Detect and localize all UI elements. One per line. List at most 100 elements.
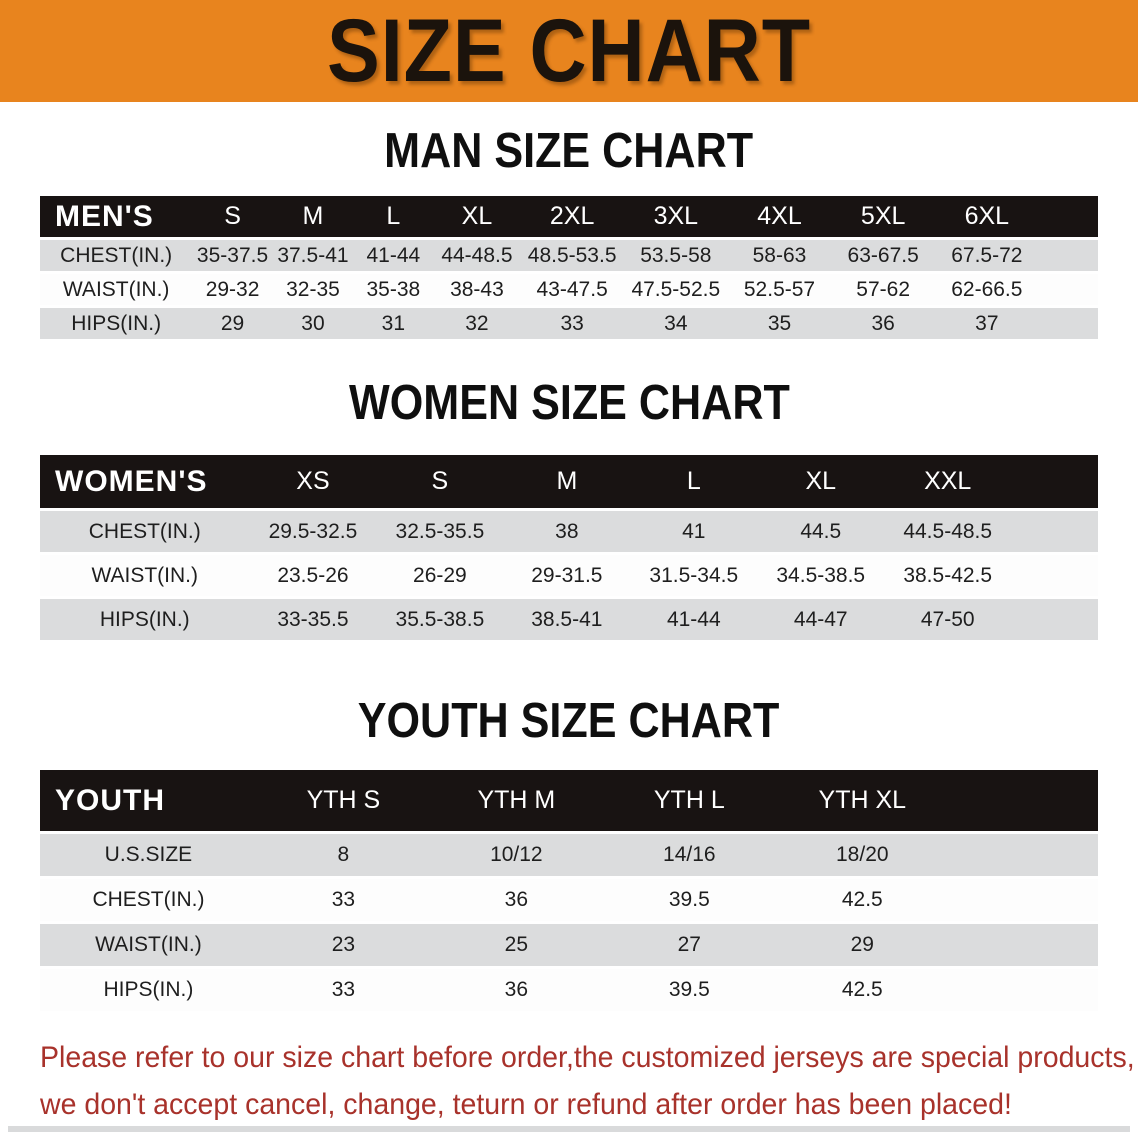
size-value-cell: 41 — [630, 509, 758, 555]
size-value-cell: 42.5 — [775, 967, 949, 1014]
size-value-cell: 35 — [727, 306, 832, 342]
size-column-header: 2XL — [520, 196, 624, 240]
table-row: HIPS(IN.) 33-35.5 35.5-38.5 38.5-41 41-44 44-… — [40, 597, 1098, 643]
measurement-row-label: WAIST(IN.) — [40, 922, 257, 969]
youth-size-table: YOUTH YTH S YTH M YTH L YTH XL U.S.SIZE 8 10/12… — [40, 770, 1098, 1014]
size-value-cell: 41-44 — [353, 238, 434, 274]
size-chart-banner: SIZE CHART — [0, 0, 1138, 102]
table-row: CHEST(IN.) 33 36 39.5 42.5 — [40, 877, 1098, 924]
size-column-header: S — [376, 455, 504, 511]
size-value-cell: 36 — [831, 306, 935, 342]
size-value-cell: 33 — [256, 967, 430, 1014]
size-value-cell: 23.5-26 — [249, 553, 377, 599]
spacer-cell — [1011, 597, 1098, 643]
size-value-cell: 38-43 — [433, 272, 521, 308]
header-row: YOUTH YTH S YTH M YTH L YTH XL — [40, 770, 1098, 834]
size-value-cell: 23 — [256, 922, 430, 969]
size-value-cell: 29.5-32.5 — [249, 509, 377, 555]
size-column-header: YTH L — [602, 770, 776, 834]
size-column-header: S — [192, 196, 273, 240]
women-size-table: WOMEN'S XS S M L XL XXL CHEST(IN.) 29.5-32.5 32.5… — [40, 455, 1098, 643]
size-value-cell: 25 — [429, 922, 603, 969]
table-row: WAIST(IN.) 29-32 32-35 35-38 38-43 43-47.5 47.… — [40, 272, 1098, 308]
size-value-cell: 58-63 — [727, 238, 832, 274]
size-value-cell: 63-67.5 — [831, 238, 935, 274]
size-value-cell: 43-47.5 — [520, 272, 624, 308]
table-row: HIPS(IN.) 29 30 31 32 33 34 35 36 37 — [40, 306, 1098, 342]
size-value-cell: 38.5-41 — [503, 597, 631, 643]
spacer-cell — [1038, 238, 1098, 274]
size-value-cell: 67.5-72 — [935, 238, 1039, 274]
size-value-cell: 52.5-57 — [727, 272, 832, 308]
size-value-cell: 35-38 — [353, 272, 434, 308]
table-row: CHEST(IN.) 29.5-32.5 32.5-35.5 38 41 44.5 44.5… — [40, 509, 1098, 555]
size-value-cell: 29 — [192, 306, 273, 342]
size-value-cell: 29-32 — [192, 272, 273, 308]
women-chart-heading: WOMEN SIZE CHART — [348, 376, 790, 430]
spacer-cell — [1011, 455, 1098, 511]
size-value-cell: 44-47 — [757, 597, 885, 643]
size-value-cell: 29 — [775, 922, 949, 969]
table-row: WAIST(IN.) 23 25 27 29 — [40, 922, 1098, 969]
size-value-cell: 37.5-41 — [272, 238, 354, 274]
size-value-cell: 27 — [602, 922, 776, 969]
corner-label: MEN'S — [40, 196, 193, 240]
size-value-cell: 32.5-35.5 — [376, 509, 504, 555]
table-row: HIPS(IN.) 33 36 39.5 42.5 — [40, 967, 1098, 1014]
men-chart-heading: MAN SIZE CHART — [384, 124, 754, 178]
size-value-cell: 8 — [256, 832, 430, 879]
size-value-cell: 34.5-38.5 — [757, 553, 885, 599]
size-column-header: L — [353, 196, 434, 240]
size-value-cell: 57-62 — [831, 272, 935, 308]
measurement-row-label: WAIST(IN.) — [40, 553, 250, 599]
measurement-row-label: CHEST(IN.) — [40, 877, 257, 924]
measurement-row-label: CHEST(IN.) — [40, 238, 193, 274]
size-value-cell: 33 — [256, 877, 430, 924]
bottom-divider — [8, 1126, 1130, 1132]
size-value-cell: 38 — [503, 509, 631, 555]
disclaimer-line-1: Please refer to our size chart before or… — [40, 1041, 1135, 1074]
size-value-cell: 38.5-42.5 — [884, 553, 1012, 599]
size-column-header: XL — [433, 196, 521, 240]
size-value-cell: 26-29 — [376, 553, 504, 599]
size-value-cell: 36 — [429, 877, 603, 924]
disclaimer-line-2: we don't accept cancel, change, teturn o… — [40, 1088, 1012, 1121]
spacer-cell — [948, 832, 1098, 879]
size-value-cell: 10/12 — [429, 832, 603, 879]
men-size-table: MEN'S S M L XL 2XL 3XL 4XL 5XL 6XL CHEST(IN.) 35-37… — [40, 196, 1098, 342]
size-column-header: M — [272, 196, 354, 240]
size-value-cell: 31.5-34.5 — [630, 553, 758, 599]
size-value-cell: 62-66.5 — [935, 272, 1039, 308]
size-value-cell: 33-35.5 — [249, 597, 377, 643]
header-row: WOMEN'S XS S M L XL XXL — [40, 455, 1098, 511]
size-value-cell: 29-31.5 — [503, 553, 631, 599]
size-value-cell: 44.5-48.5 — [884, 509, 1012, 555]
size-value-cell: 30 — [272, 306, 354, 342]
size-value-cell: 37 — [935, 306, 1039, 342]
size-column-header: 4XL — [727, 196, 832, 240]
spacer-cell — [948, 770, 1098, 834]
size-value-cell: 33 — [520, 306, 624, 342]
measurement-row-label: HIPS(IN.) — [40, 597, 250, 643]
size-value-cell: 47-50 — [884, 597, 1012, 643]
spacer-cell — [1011, 553, 1098, 599]
spacer-cell — [1038, 306, 1098, 342]
banner-title: SIZE CHART — [327, 0, 811, 101]
size-value-cell: 31 — [353, 306, 434, 342]
size-value-cell: 44-48.5 — [433, 238, 521, 274]
size-column-header: XL — [757, 455, 885, 511]
size-value-cell: 42.5 — [775, 877, 949, 924]
header-row: MEN'S S M L XL 2XL 3XL 4XL 5XL 6XL — [40, 196, 1098, 240]
size-value-cell: 32 — [433, 306, 521, 342]
corner-label: WOMEN'S — [40, 455, 250, 511]
size-value-cell: 41-44 — [630, 597, 758, 643]
spacer-cell — [1038, 196, 1098, 240]
size-value-cell: 18/20 — [775, 832, 949, 879]
size-value-cell: 44.5 — [757, 509, 885, 555]
size-value-cell: 48.5-53.5 — [520, 238, 624, 274]
size-column-header: YTH M — [429, 770, 603, 834]
measurement-row-label: HIPS(IN.) — [40, 306, 193, 342]
size-value-cell: 47.5-52.5 — [623, 272, 728, 308]
spacer-cell — [1038, 272, 1098, 308]
size-column-header: L — [630, 455, 758, 511]
